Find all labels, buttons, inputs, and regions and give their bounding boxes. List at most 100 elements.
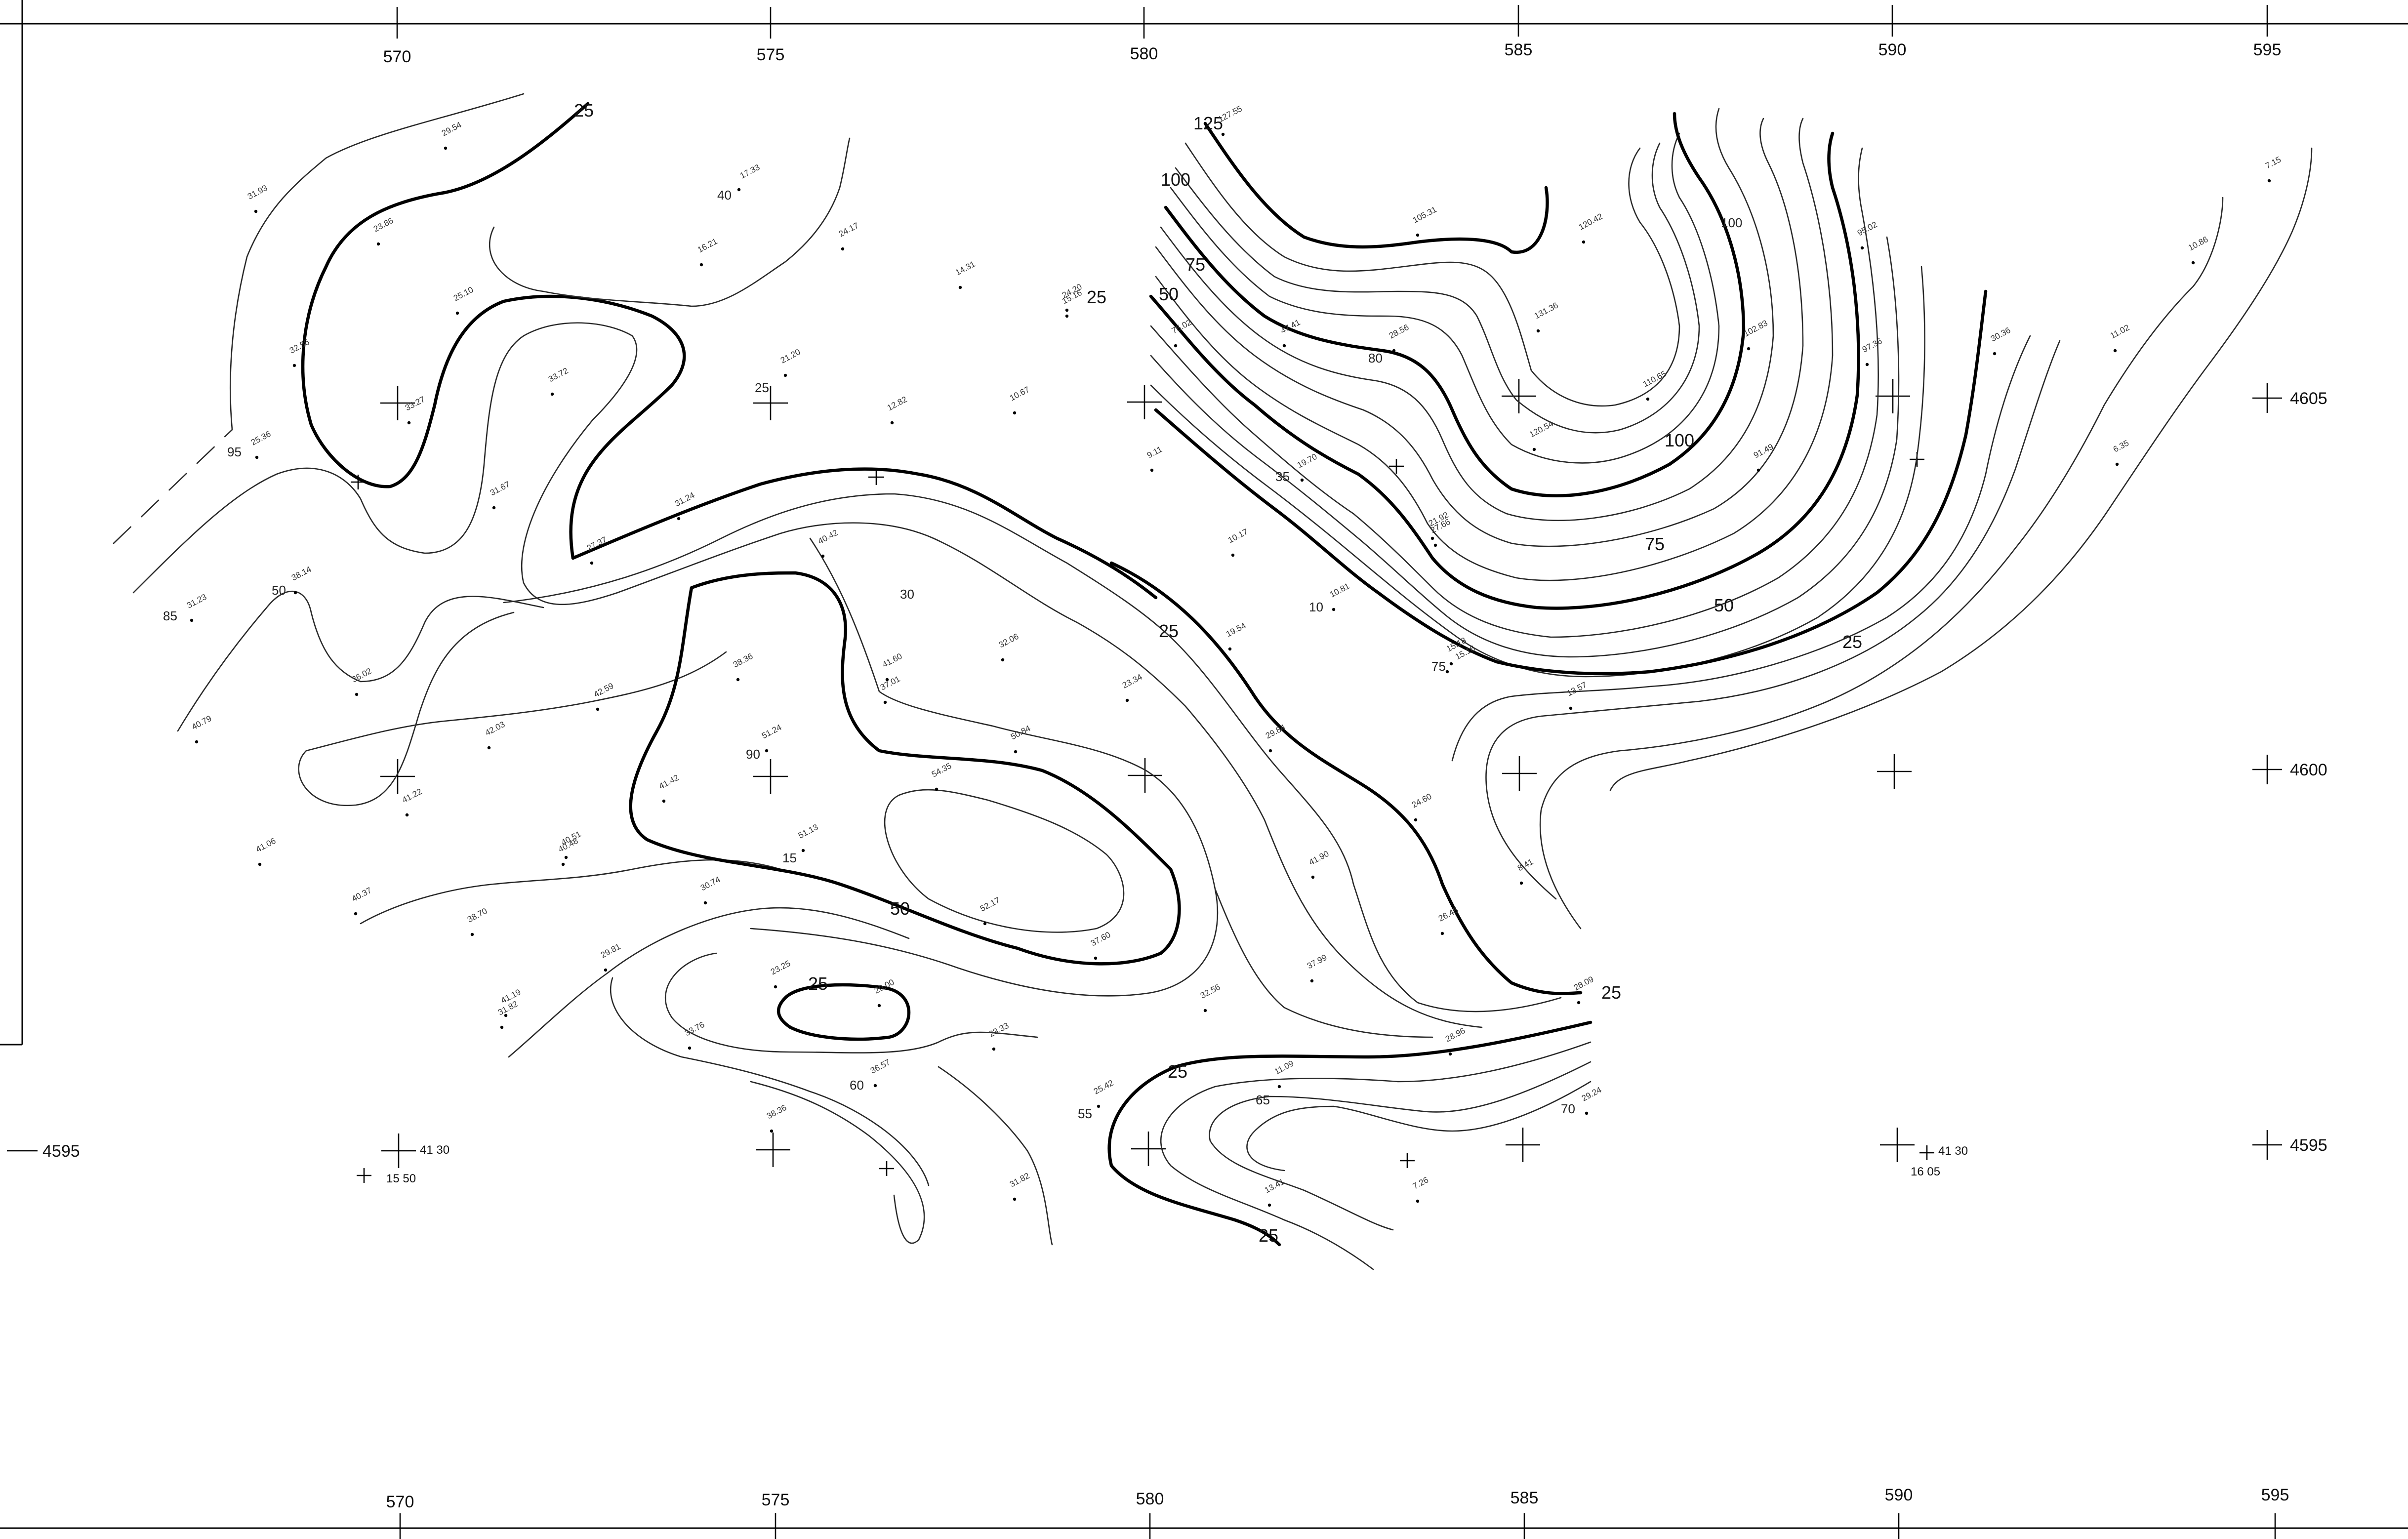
spot-point: 31.23	[185, 592, 208, 622]
easting-ticks-bottom: 570 575 580 585 590 595	[386, 1486, 2289, 1539]
spot-point: 19.54	[1224, 621, 1247, 651]
svg-text:23.33: 23.33	[987, 1021, 1010, 1039]
spot-point: 30.74	[699, 875, 722, 905]
svg-text:102.83: 102.83	[1742, 318, 1769, 338]
svg-text:7.15: 7.15	[2264, 155, 2283, 170]
svg-text:41.22: 41.22	[401, 787, 423, 805]
spot-point: 20.00	[873, 977, 896, 1008]
spot-point: 33.72	[547, 366, 570, 396]
svg-text:33.72: 33.72	[547, 366, 570, 384]
grid-cross	[756, 1133, 790, 1167]
svg-text:91.49: 91.49	[1752, 442, 1775, 460]
svg-text:38.14: 38.14	[290, 565, 313, 583]
svg-text:32.06: 32.06	[997, 632, 1020, 650]
contour-line	[610, 977, 930, 1186]
contour-label: 25	[574, 100, 594, 121]
spot-point: 12.82	[886, 395, 908, 425]
svg-text:11.09: 11.09	[1273, 1058, 1295, 1076]
svg-text:40.42: 40.42	[816, 528, 839, 546]
grid-cross	[1127, 385, 1162, 419]
corner-lat-se: 41 30	[1938, 1144, 1968, 1158]
northing-tick-4605: 4605	[2290, 389, 2327, 408]
svg-text:50.84: 50.84	[1009, 724, 1032, 742]
svg-text:127.55: 127.55	[1217, 104, 1244, 124]
svg-text:12.82: 12.82	[886, 395, 908, 413]
contour-annotation: 70	[1561, 1101, 1575, 1116]
svg-text:33.27: 33.27	[404, 395, 426, 413]
contour-line	[1184, 142, 1680, 407]
spot-point: 51.24	[760, 723, 783, 753]
spot-point: 42.59	[592, 681, 615, 711]
contour-label: 100	[1161, 169, 1190, 190]
contour-label: 75	[1185, 254, 1205, 275]
contour-annotation: 10	[1309, 600, 1323, 614]
spot-point: 31.93	[246, 183, 269, 213]
svg-text:24.60: 24.60	[1410, 792, 1433, 810]
contour-annotation: 65	[1256, 1093, 1270, 1107]
svg-text:20.00: 20.00	[873, 977, 896, 996]
contour-line	[884, 789, 1125, 933]
svg-text:42.59: 42.59	[592, 681, 615, 699]
contour-line-index	[776, 983, 911, 1041]
spot-point: 10.81	[1328, 581, 1351, 611]
grid-cross-small	[868, 469, 884, 485]
spot-point: 40.37	[350, 886, 373, 916]
svg-text:25.42: 25.42	[1092, 1078, 1115, 1096]
contour-line	[305, 651, 727, 752]
svg-text:42.03: 42.03	[484, 720, 506, 738]
svg-text:19.54: 19.54	[1224, 621, 1247, 639]
grid-cross	[1876, 379, 1910, 413]
grid-cross	[381, 1134, 416, 1168]
svg-text:31.24: 31.24	[673, 490, 696, 509]
contour-line	[1539, 197, 2224, 930]
spot-point: 29.84	[1264, 723, 1287, 753]
spot-point: 7.15	[2264, 155, 2283, 183]
contour-line	[132, 322, 638, 606]
spot-point: 41.42	[657, 773, 680, 803]
contour-line	[1160, 1041, 1592, 1270]
grid-cross	[1502, 756, 1537, 791]
svg-text:28.09: 28.09	[1572, 974, 1595, 993]
spot-point: 23.86	[372, 216, 395, 246]
spot-point: 13.41	[1263, 1177, 1286, 1207]
svg-text:37.01: 37.01	[879, 674, 901, 692]
svg-text:131.36: 131.36	[1533, 300, 1560, 321]
contour-annotation: 90	[746, 747, 760, 762]
grid-cross	[1502, 379, 1536, 413]
easting-tick-595-bottom: 595	[2261, 1486, 2289, 1504]
svg-text:32.56: 32.56	[288, 337, 311, 356]
contour-line-index	[1109, 561, 1583, 995]
spot-point: 51.13	[797, 822, 819, 852]
spot-point: 50.84	[1009, 724, 1032, 754]
contour-label: 25	[1842, 632, 1862, 652]
grid-cross	[1506, 1128, 1540, 1162]
spot-point: 41.06	[254, 836, 277, 866]
contour-label: 100	[1665, 430, 1694, 450]
spot-point: 91.49	[1752, 442, 1775, 472]
svg-text:11.02: 11.02	[2109, 323, 2131, 340]
svg-text:52.17: 52.17	[979, 895, 1001, 914]
easting-tick-590-top: 590	[1878, 40, 1907, 59]
spot-point: 31.82	[1008, 1171, 1031, 1201]
spot-point: 40.79	[190, 714, 213, 744]
contour-line	[616, 522, 1186, 707]
easting-tick-570-top: 570	[383, 47, 411, 66]
svg-text:38.70: 38.70	[466, 906, 489, 925]
grid-crosses	[351, 379, 1934, 1183]
contour-line	[1209, 1061, 1592, 1231]
contour-label: 50	[1714, 595, 1734, 615]
svg-text:54.35: 54.35	[930, 761, 953, 779]
spot-point: 7.26	[1411, 1175, 1430, 1203]
svg-text:10.17: 10.17	[1226, 527, 1249, 545]
contour-label: 25	[1159, 621, 1179, 641]
spot-point: 6.35	[2112, 438, 2130, 466]
svg-text:51.13: 51.13	[797, 822, 819, 841]
spot-point: 33.27	[404, 395, 426, 425]
contour-annotation: 30	[900, 587, 914, 602]
svg-text:23.34: 23.34	[1121, 672, 1143, 690]
contour-line	[1150, 147, 1879, 638]
spot-point: 131.36	[1533, 300, 1560, 333]
spot-point: 37.01	[879, 674, 901, 704]
contour-line-index	[1107, 1020, 1592, 1247]
contour-index-labels: 25 25 25 25 25 25 25 25 50 50 50 75 75 1…	[574, 100, 1862, 1246]
